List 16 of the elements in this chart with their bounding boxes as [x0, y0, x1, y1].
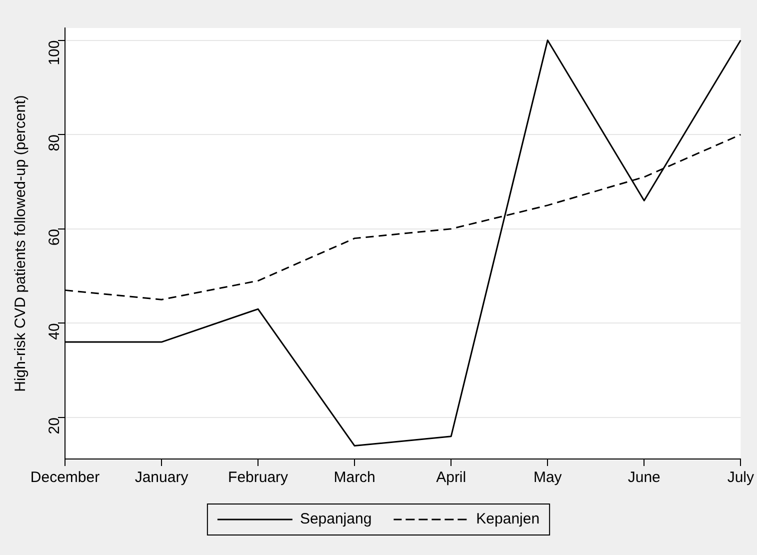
x-tick-label: June	[628, 469, 660, 486]
x-tick-label: July	[727, 469, 754, 486]
legend-label: Sepanjang	[300, 510, 372, 528]
x-tick-label: February	[228, 469, 289, 486]
y-tick-label: 80	[46, 134, 64, 152]
y-tick-label: 60	[46, 228, 64, 246]
y-tick-label: 100	[46, 40, 64, 66]
x-tick-label: December	[30, 469, 100, 486]
x-tick-label: January	[134, 469, 189, 486]
x-tick-label: May	[533, 469, 562, 486]
y-tick-label: 20	[46, 418, 64, 434]
y-axis-title: High-risk CVD patients followed-up (percent)	[12, 95, 30, 392]
legend-label: Kepanjen	[476, 510, 540, 528]
x-tick-label: April	[436, 469, 466, 486]
y-tick-label: 40	[46, 323, 64, 340]
x-tick-label: March	[334, 469, 376, 486]
